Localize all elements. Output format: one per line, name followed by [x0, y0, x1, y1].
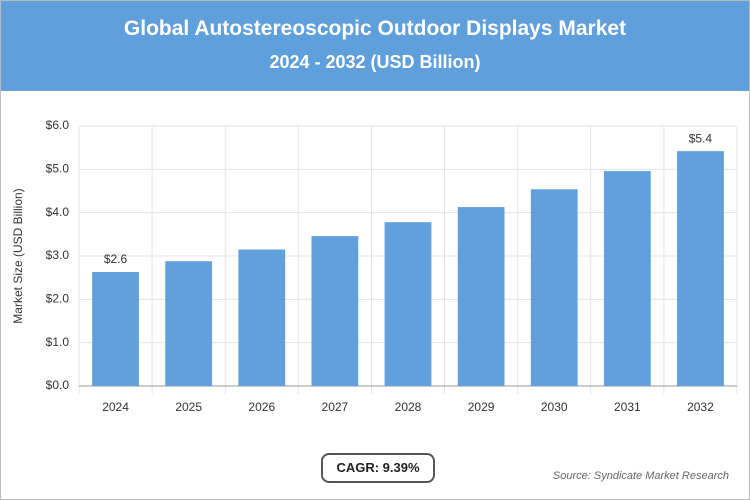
chart-subtitle: 2024 - 2032 (USD Billion): [269, 52, 481, 72]
x-tick-label: 2032: [687, 400, 714, 414]
x-tick-label: 2029: [468, 400, 495, 414]
x-tick-label: 2027: [322, 400, 349, 414]
x-tick-label: 2031: [614, 400, 641, 414]
chart-title: Global Autostereoscopic Outdoor Displays…: [123, 17, 627, 40]
header: Global Autostereoscopic Outdoor Displays…: [1, 1, 749, 91]
bar: [677, 151, 724, 386]
y-axis-title: Market Size (USD Billion): [11, 188, 25, 323]
y-tick-label: $0.0: [46, 378, 70, 392]
bar: [238, 249, 286, 386]
bar: [603, 171, 651, 386]
source-note: Source: Syndicate Market Research: [552, 470, 729, 482]
bar: [311, 236, 359, 386]
y-tick-label: $1.0: [46, 335, 70, 349]
bar: [457, 207, 505, 386]
y-tick-label: $3.0: [46, 248, 70, 262]
data-label: $5.4: [689, 131, 713, 145]
data-label: $2.6: [104, 252, 128, 266]
x-tick-label: 2028: [395, 400, 422, 414]
bar: [165, 261, 213, 386]
bar: [530, 189, 578, 386]
y-tick-label: $4.0: [46, 205, 70, 219]
bar: [384, 222, 432, 386]
x-tick-label: 2030: [541, 400, 568, 414]
x-tick-label: 2025: [175, 400, 202, 414]
y-tick-label: $5.0: [46, 162, 70, 176]
y-tick-label: $6.0: [46, 118, 70, 132]
x-tick-label: 2026: [248, 400, 275, 414]
y-tick-label: $2.0: [46, 292, 70, 306]
cagr-badge: CAGR: 9.39%: [321, 453, 435, 483]
x-tick-label: 2024: [102, 400, 129, 414]
bar: [92, 272, 139, 386]
